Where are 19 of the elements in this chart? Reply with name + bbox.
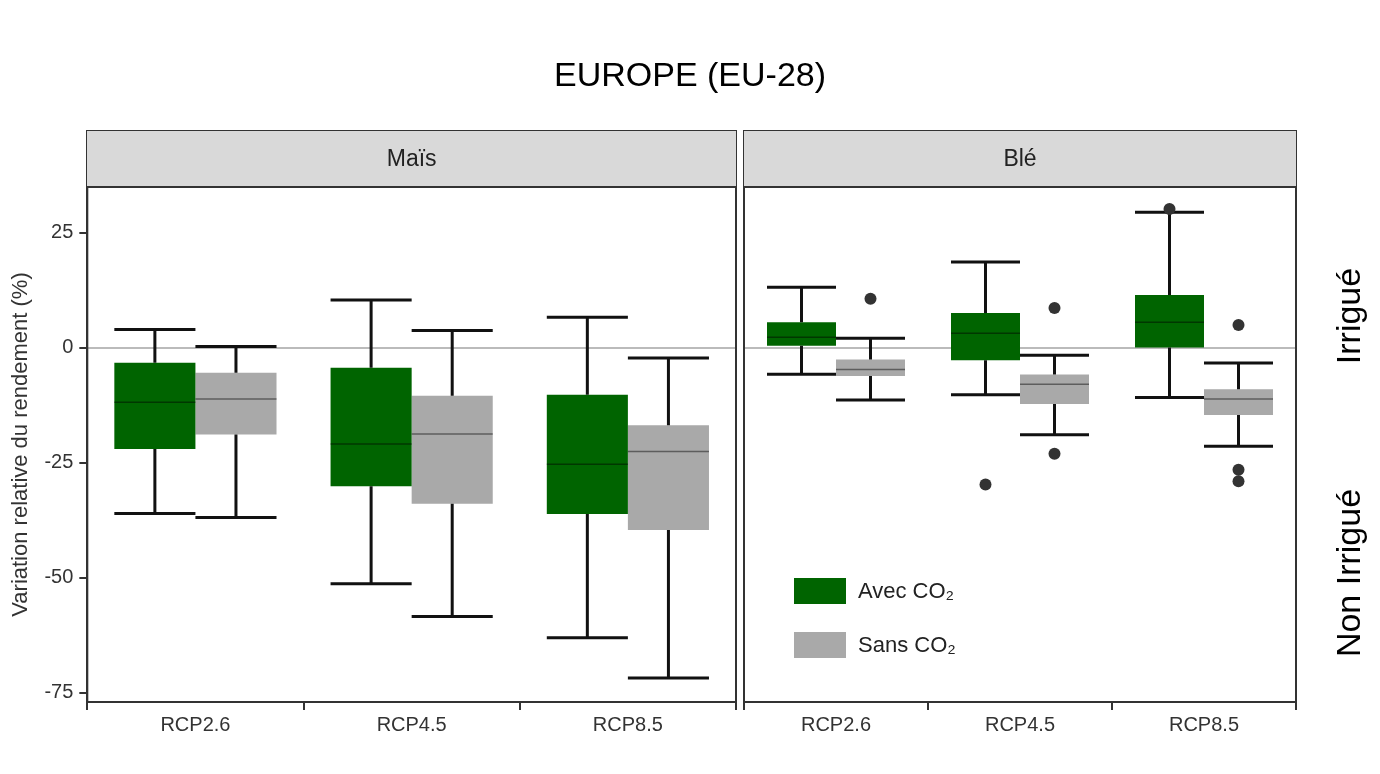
y-tick-label: -75 xyxy=(44,680,74,703)
panel-header: Maïs xyxy=(86,130,737,187)
legend-label: Sans CO₂ xyxy=(858,632,956,658)
x-tick-label: RCP8.5 xyxy=(1168,712,1240,735)
y-tick-label: 0 xyxy=(62,335,74,358)
x-tick-label: RCP2.6 xyxy=(800,712,872,735)
text: EUROPE (EU-28) xyxy=(552,55,828,94)
x-tick-label: RCP2.6 xyxy=(160,712,231,735)
x-tick-label: RCP4.5 xyxy=(376,712,447,735)
text: Non Irrigué xyxy=(1328,489,1368,658)
y-tick-label: -50 xyxy=(44,565,74,588)
y-axis-title: Variation relative du rendement (%) xyxy=(7,272,33,617)
x-tick-label: RCP8.5 xyxy=(592,712,663,735)
x-tick-label: RCP4.5 xyxy=(984,712,1056,735)
legend-label: Avec CO₂ xyxy=(858,578,955,604)
y-tick-label: 25 xyxy=(51,220,74,243)
y-tick-label: -25 xyxy=(44,450,74,473)
panel-header: Blé xyxy=(743,130,1297,187)
text: Irrigué xyxy=(1328,267,1368,364)
